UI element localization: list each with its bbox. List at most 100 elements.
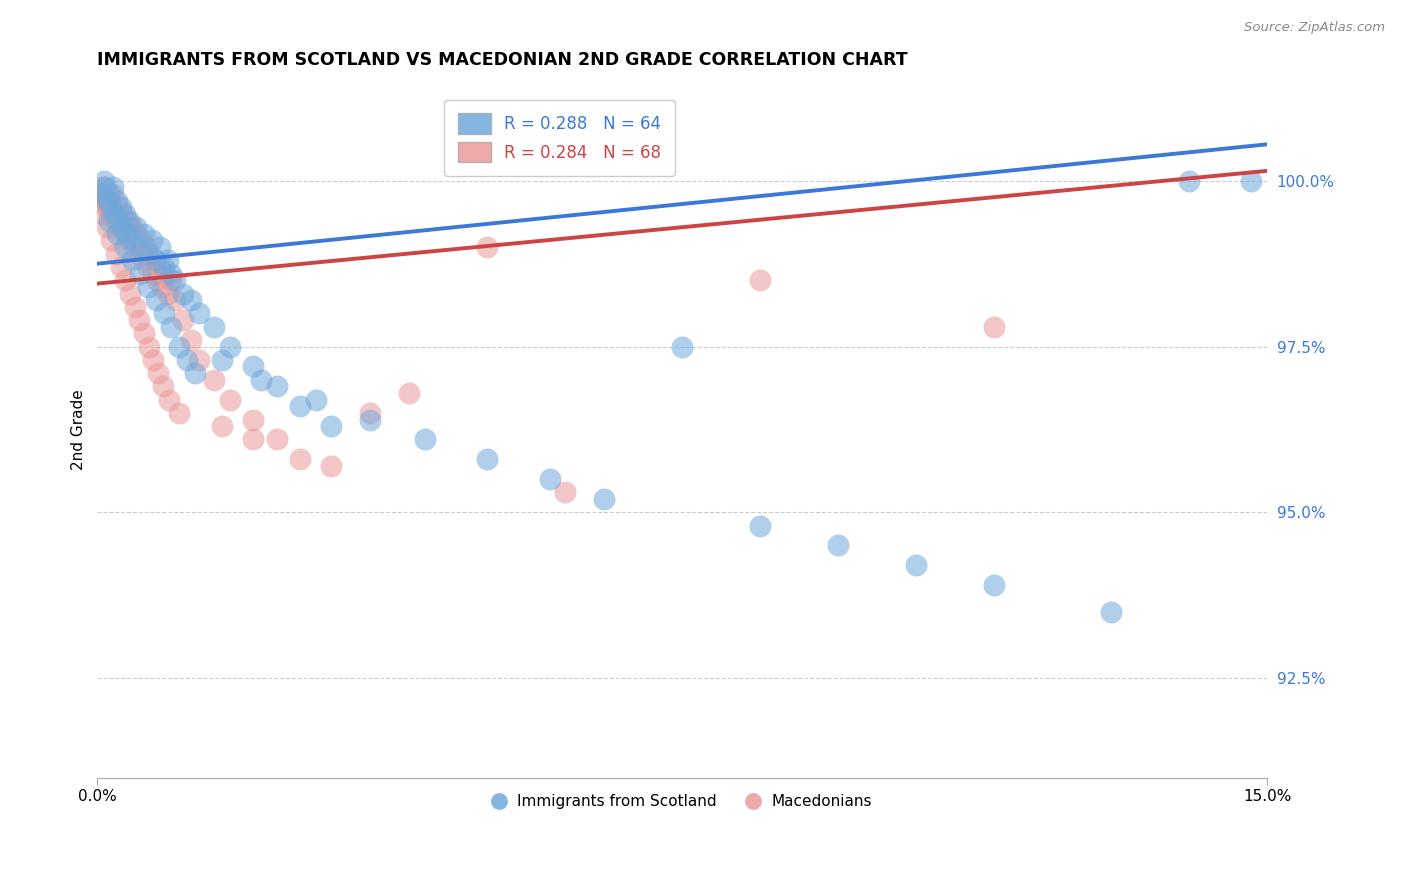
Point	[89, 194, 111, 208]
Point	[117, 213, 139, 227]
Point	[160, 319, 183, 334]
Point	[121, 234, 143, 248]
Point	[142, 267, 165, 281]
Point	[142, 352, 165, 367]
Point	[115, 227, 138, 241]
Point	[138, 340, 160, 354]
Point	[187, 352, 209, 367]
Point	[105, 227, 128, 241]
Point	[288, 399, 311, 413]
Point	[165, 293, 187, 307]
Point	[108, 220, 131, 235]
Point	[219, 340, 242, 354]
Point	[105, 194, 128, 208]
Point	[110, 200, 132, 214]
Point	[1240, 174, 1263, 188]
Point	[134, 326, 156, 341]
Point	[98, 187, 121, 202]
Point	[477, 452, 499, 467]
Point	[145, 253, 167, 268]
Point	[266, 433, 288, 447]
Point	[115, 213, 138, 227]
Point	[152, 379, 174, 393]
Point	[121, 220, 143, 235]
Point	[554, 485, 576, 500]
Point	[156, 286, 179, 301]
Point	[90, 187, 112, 202]
Point	[250, 373, 273, 387]
Point	[184, 366, 207, 380]
Point	[105, 246, 128, 260]
Point	[114, 227, 136, 241]
Point	[105, 213, 128, 227]
Point	[93, 174, 115, 188]
Point	[202, 373, 225, 387]
Point	[94, 180, 117, 194]
Point	[305, 392, 328, 407]
Point	[143, 253, 166, 268]
Point	[111, 220, 134, 235]
Point	[94, 200, 117, 214]
Point	[167, 340, 190, 354]
Point	[129, 234, 152, 248]
Point	[749, 273, 772, 287]
Point	[100, 234, 122, 248]
Point	[145, 293, 167, 307]
Point	[242, 412, 264, 426]
Point	[125, 227, 148, 241]
Point	[128, 313, 150, 327]
Point	[266, 379, 288, 393]
Point	[359, 412, 381, 426]
Point	[110, 260, 132, 274]
Point	[101, 187, 124, 202]
Point	[91, 180, 114, 194]
Point	[136, 246, 159, 260]
Point	[111, 207, 134, 221]
Point	[398, 386, 420, 401]
Point	[172, 313, 194, 327]
Point	[149, 260, 172, 274]
Point	[202, 319, 225, 334]
Point	[136, 280, 159, 294]
Point	[149, 240, 172, 254]
Point	[176, 352, 198, 367]
Point	[135, 240, 157, 254]
Point	[242, 433, 264, 447]
Point	[905, 558, 928, 573]
Point	[128, 246, 150, 260]
Point	[107, 200, 129, 214]
Point	[1099, 605, 1122, 619]
Point	[125, 220, 148, 235]
Point	[288, 452, 311, 467]
Point	[172, 286, 194, 301]
Text: IMMIGRANTS FROM SCOTLAND VS MACEDONIAN 2ND GRADE CORRELATION CHART: IMMIGRANTS FROM SCOTLAND VS MACEDONIAN 2…	[97, 51, 908, 69]
Point	[180, 293, 202, 307]
Point	[983, 578, 1005, 592]
Point	[90, 187, 112, 202]
Point	[749, 518, 772, 533]
Point	[1178, 174, 1201, 188]
Point	[593, 491, 616, 506]
Point	[108, 213, 131, 227]
Point	[96, 194, 118, 208]
Point	[146, 366, 169, 380]
Point	[100, 207, 122, 221]
Point	[219, 392, 242, 407]
Point	[114, 273, 136, 287]
Point	[180, 333, 202, 347]
Point	[114, 207, 136, 221]
Point	[160, 267, 183, 281]
Legend: Immigrants from Scotland, Macedonians: Immigrants from Scotland, Macedonians	[486, 788, 879, 815]
Point	[134, 227, 156, 241]
Point	[97, 194, 120, 208]
Point	[827, 539, 849, 553]
Point	[118, 234, 141, 248]
Point	[152, 260, 174, 274]
Point	[98, 213, 121, 227]
Point	[152, 306, 174, 320]
Y-axis label: 2nd Grade: 2nd Grade	[72, 389, 86, 470]
Point	[114, 240, 136, 254]
Point	[413, 433, 436, 447]
Point	[136, 260, 159, 274]
Point	[129, 240, 152, 254]
